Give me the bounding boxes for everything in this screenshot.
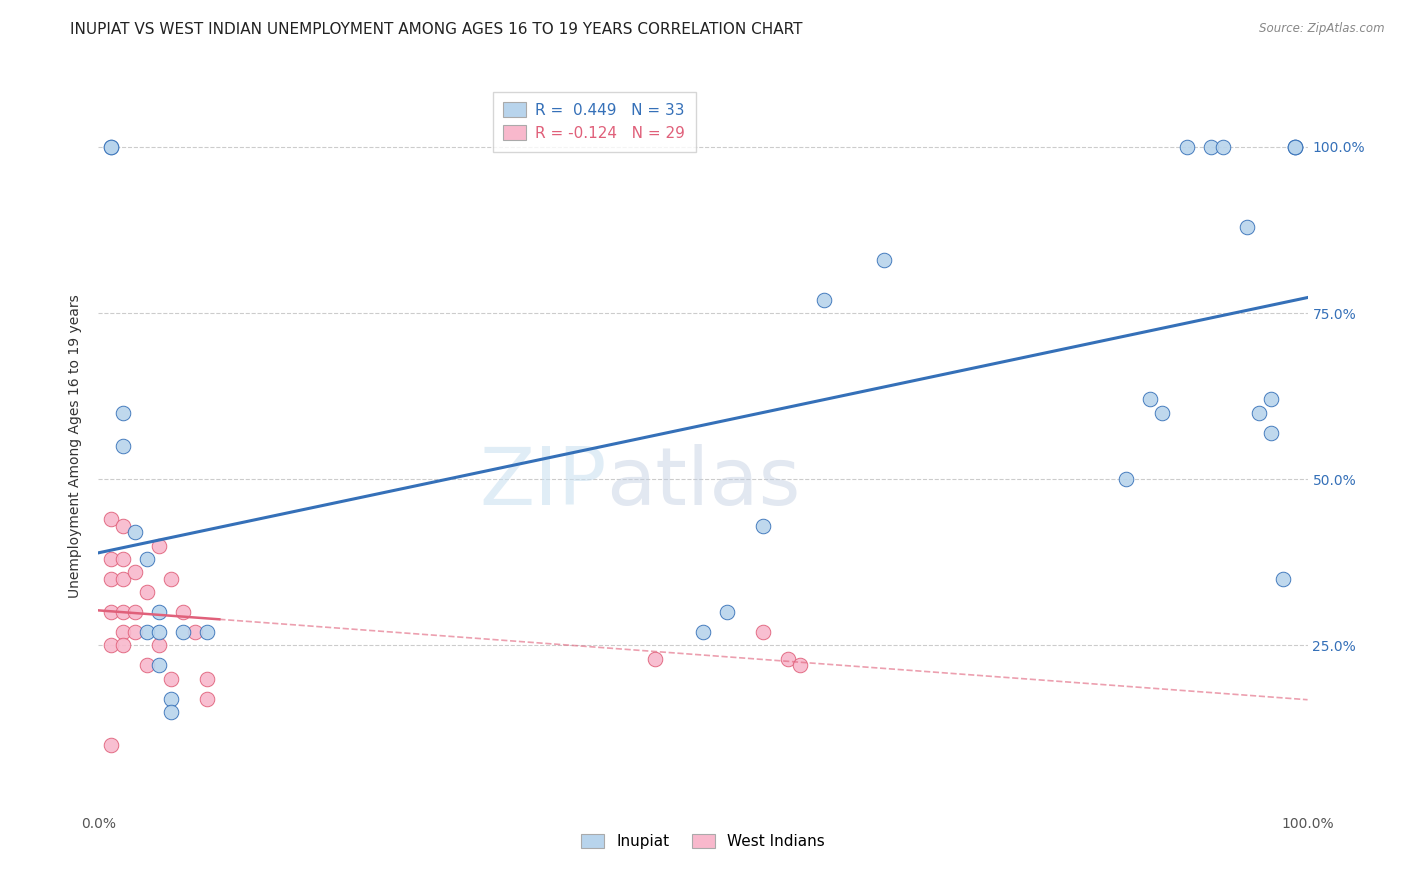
Point [1284, 140, 1306, 154]
Point [148, 658, 170, 673]
Point [172, 605, 194, 619]
Point [148, 625, 170, 640]
Legend: Inupiat, West Indians: Inupiat, West Indians [575, 828, 831, 855]
Point [100, 738, 122, 752]
Point [135, 552, 157, 566]
Point [111, 439, 134, 453]
Point [148, 605, 170, 619]
Point [135, 585, 157, 599]
Point [148, 539, 170, 553]
Point [124, 525, 146, 540]
Point [184, 625, 207, 640]
Point [124, 566, 146, 580]
Text: atlas: atlas [606, 443, 800, 522]
Point [1272, 572, 1295, 586]
Point [1284, 140, 1306, 154]
Point [100, 140, 122, 154]
Point [148, 639, 170, 653]
Point [100, 605, 122, 619]
Point [111, 572, 134, 586]
Point [111, 406, 134, 420]
Point [716, 605, 738, 619]
Point [100, 140, 122, 154]
Point [160, 691, 183, 706]
Point [1139, 392, 1161, 407]
Point [1284, 140, 1306, 154]
Point [172, 625, 194, 640]
Point [195, 672, 218, 686]
Point [1115, 472, 1137, 486]
Point [111, 639, 134, 653]
Point [135, 658, 157, 673]
Point [111, 625, 134, 640]
Text: INUPIAT VS WEST INDIAN UNEMPLOYMENT AMONG AGES 16 TO 19 YEARS CORRELATION CHART: INUPIAT VS WEST INDIAN UNEMPLOYMENT AMON… [70, 22, 803, 37]
Text: Source: ZipAtlas.com: Source: ZipAtlas.com [1260, 22, 1385, 36]
Point [195, 625, 218, 640]
Point [776, 652, 799, 666]
Point [813, 293, 835, 307]
Point [1260, 392, 1282, 407]
Point [111, 518, 134, 533]
Point [124, 605, 146, 619]
Text: ZIP: ZIP [479, 443, 606, 522]
Point [692, 625, 714, 640]
Point [1152, 406, 1174, 420]
Point [1236, 219, 1258, 234]
Point [644, 652, 666, 666]
Point [873, 252, 896, 267]
Point [1199, 140, 1222, 154]
Point [100, 512, 122, 526]
Y-axis label: Unemployment Among Ages 16 to 19 years: Unemployment Among Ages 16 to 19 years [69, 294, 83, 598]
Point [789, 658, 811, 673]
Point [111, 605, 134, 619]
Point [160, 672, 183, 686]
Point [1260, 425, 1282, 440]
Point [100, 552, 122, 566]
Point [100, 639, 122, 653]
Point [1249, 406, 1271, 420]
Point [752, 625, 775, 640]
Point [1175, 140, 1198, 154]
Point [160, 705, 183, 719]
Point [195, 691, 218, 706]
Point [1212, 140, 1234, 154]
Point [124, 625, 146, 640]
Point [135, 625, 157, 640]
Point [160, 572, 183, 586]
Point [111, 552, 134, 566]
Point [752, 518, 775, 533]
Point [100, 572, 122, 586]
